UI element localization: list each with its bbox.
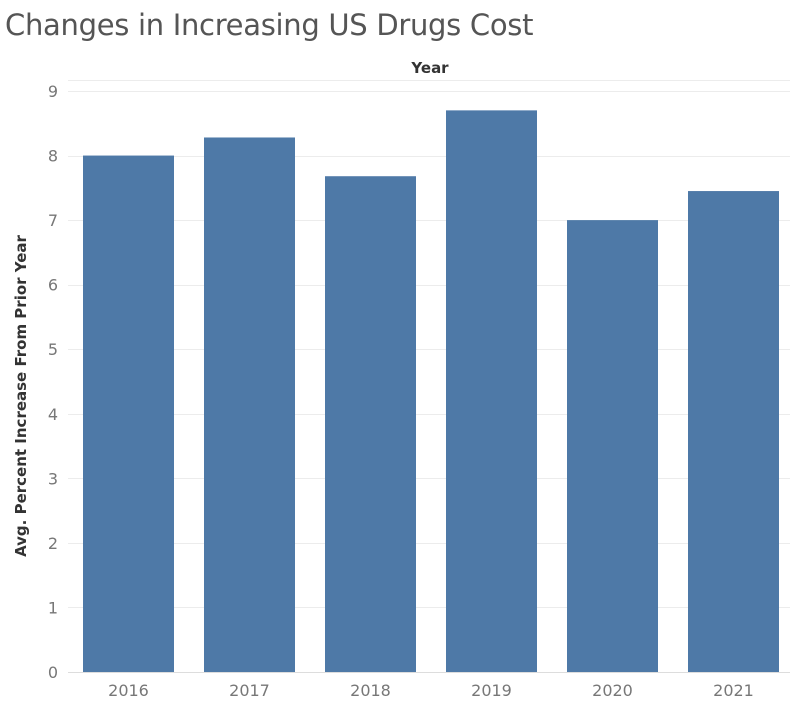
x-axis-ticks: 2016 2017 2018 2019 2020 2021	[108, 681, 754, 700]
y-tick-label: 2	[48, 534, 58, 553]
x-tick-label: 2018	[350, 681, 391, 700]
gridlines	[68, 80, 790, 673]
bar-2021[interactable]	[688, 191, 779, 673]
x-tick-label: 2017	[229, 681, 270, 700]
y-tick-label: 1	[48, 598, 58, 617]
x-tick-label: 2021	[713, 681, 754, 700]
y-tick-label: 8	[48, 147, 58, 166]
x-axis-title: Year	[410, 59, 449, 77]
chart-title: Changes in Increasing US Drugs Cost	[5, 8, 534, 42]
bar-2017[interactable]	[204, 137, 295, 673]
y-tick-label: 3	[48, 469, 58, 488]
x-tick-label: 2020	[592, 681, 633, 700]
y-tick-label: 6	[48, 276, 58, 295]
y-tick-label: 0	[48, 663, 58, 682]
bars	[83, 110, 779, 673]
bar-2019[interactable]	[446, 110, 537, 672]
bar-2018[interactable]	[325, 176, 416, 673]
y-tick-label: 9	[48, 82, 58, 101]
y-axis-title: Avg. Percent Increase From Prior Year	[12, 234, 30, 556]
y-axis-ticks: 0 1 2 3 4 5 6 7 8 9	[48, 82, 58, 682]
bar-2020[interactable]	[567, 220, 658, 672]
bar-2016[interactable]	[83, 155, 174, 673]
x-tick-label: 2016	[108, 681, 149, 700]
x-tick-label: 2019	[471, 681, 512, 700]
y-tick-label: 7	[48, 211, 58, 230]
y-tick-label: 5	[48, 340, 58, 359]
y-tick-label: 4	[48, 405, 58, 424]
